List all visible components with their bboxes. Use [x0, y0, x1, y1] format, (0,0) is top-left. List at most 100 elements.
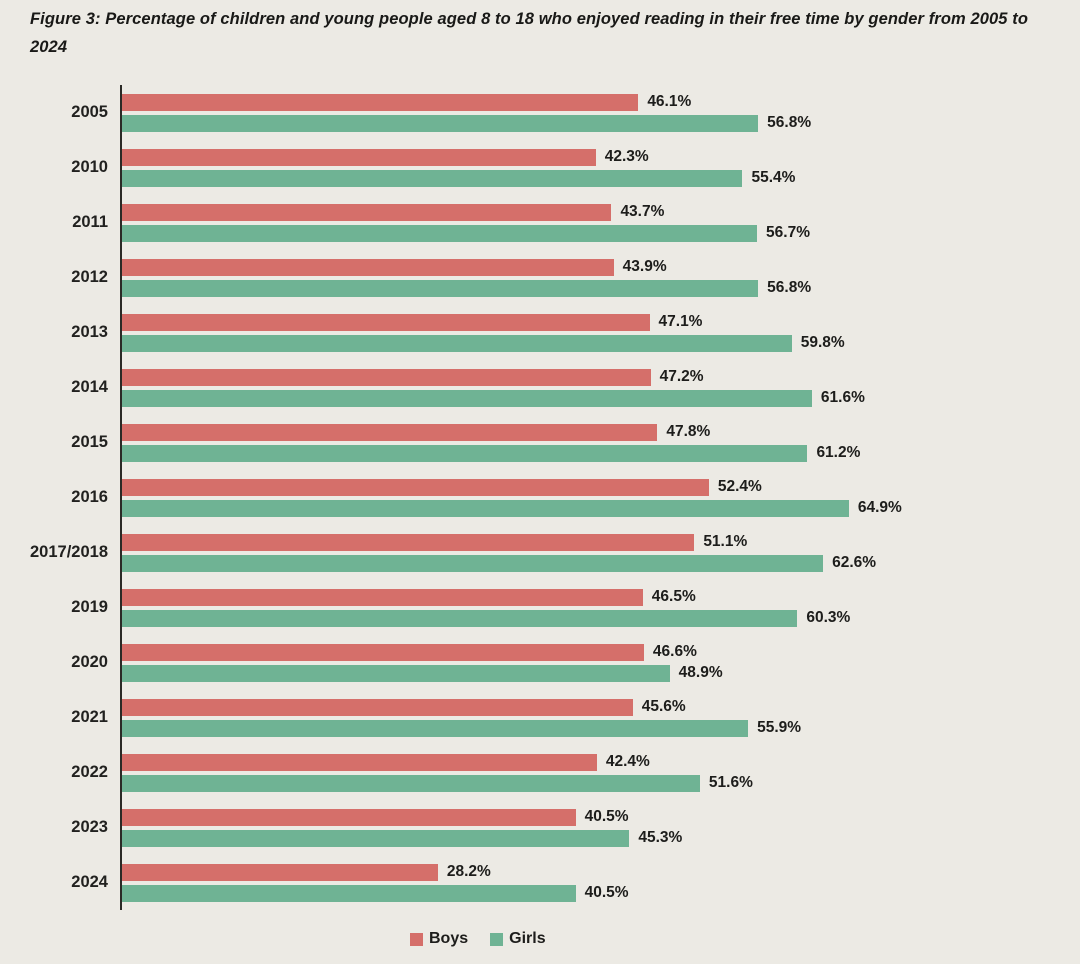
- girls-value-label: 55.9%: [757, 719, 802, 736]
- year-label: 2015: [71, 433, 108, 451]
- year-label: 2024: [71, 873, 108, 891]
- boys-bar-line: 47.2%: [122, 368, 1080, 386]
- boys-bar-line: 46.5%: [122, 588, 1080, 606]
- girls-bar-line: 51.6%: [122, 774, 1080, 792]
- year-label: 2012: [71, 268, 108, 286]
- girls-value-label: 59.8%: [800, 334, 845, 351]
- bar-chart: 2005 46.1% 56.8% 2010 42.3% 55.4% 2011 43.7% 56.…: [0, 85, 1080, 910]
- bar-row: 2024 28.2% 40.5%: [0, 855, 1080, 910]
- boys-bar: [122, 423, 658, 441]
- boys-value-label: 47.8%: [666, 423, 711, 440]
- girls-bar-line: 64.9%: [122, 499, 1080, 517]
- bar-row: 2020 46.6% 48.9%: [0, 635, 1080, 690]
- bar-pair: 43.7% 56.7%: [122, 203, 1080, 242]
- girls-value-label: 64.9%: [857, 499, 902, 516]
- legend-item-boys: Boys: [410, 930, 468, 948]
- chart-legend: Boys Girls: [410, 930, 546, 948]
- year-label: 2010: [71, 158, 108, 176]
- boys-bar-line: 46.6%: [122, 643, 1080, 661]
- bar-row: 2022 42.4% 51.6%: [0, 745, 1080, 800]
- boys-bar-line: 42.3%: [122, 148, 1080, 166]
- girls-bar: [122, 114, 759, 132]
- chart-rows: 2005 46.1% 56.8% 2010 42.3% 55.4% 2011 43.7% 56.…: [0, 85, 1080, 910]
- boys-value-label: 42.3%: [604, 148, 649, 165]
- boys-value-label: 42.4%: [605, 753, 650, 770]
- boys-bar-line: 42.4%: [122, 753, 1080, 771]
- boys-value-label: 46.5%: [651, 588, 696, 605]
- boys-bar: [122, 478, 709, 496]
- bar-pair: 40.5% 45.3%: [122, 808, 1080, 847]
- year-label: 2013: [71, 323, 108, 341]
- bar-row: 2013 47.1% 59.8%: [0, 305, 1080, 360]
- boys-bar-line: 46.1%: [122, 93, 1080, 111]
- bar-row: 2014 47.2% 61.6%: [0, 360, 1080, 415]
- girls-value-label: 40.5%: [584, 884, 629, 901]
- girls-value-label: 55.4%: [751, 169, 796, 186]
- bar-row: 2023 40.5% 45.3%: [0, 800, 1080, 855]
- figure-title: Figure 3: Percentage of children and you…: [30, 10, 1029, 56]
- legend-label-boys: Boys: [429, 930, 469, 947]
- boys-bar: [122, 643, 644, 661]
- girls-bar: [122, 554, 824, 572]
- year-label: 2014: [71, 378, 108, 396]
- boys-bar: [122, 753, 597, 771]
- boys-value-label: 28.2%: [446, 863, 491, 880]
- girls-bar-line: 55.9%: [122, 719, 1080, 737]
- boys-bar-line: 43.9%: [122, 258, 1080, 276]
- girls-bar-line: 59.8%: [122, 334, 1080, 352]
- year-label: 2011: [72, 213, 108, 231]
- boys-bar: [122, 808, 576, 826]
- girls-bar-line: 48.9%: [122, 664, 1080, 682]
- girls-value-label: 48.9%: [678, 664, 723, 681]
- boys-value-label: 40.5%: [584, 808, 629, 825]
- girls-bar: [122, 609, 798, 627]
- boys-bar-line: 52.4%: [122, 478, 1080, 496]
- bar-pair: 45.6% 55.9%: [122, 698, 1080, 737]
- boys-bar-line: 51.1%: [122, 533, 1080, 551]
- bar-pair: 46.5% 60.3%: [122, 588, 1080, 627]
- boys-bar-line: 43.7%: [122, 203, 1080, 221]
- boys-bar: [122, 533, 695, 551]
- year-label: 2016: [71, 488, 108, 506]
- girls-swatch-icon: [490, 932, 504, 946]
- boys-value-label: 46.6%: [652, 643, 697, 660]
- bar-row: 2011 43.7% 56.7%: [0, 195, 1080, 250]
- girls-bar: [122, 444, 808, 462]
- bar-pair: 46.1% 56.8%: [122, 93, 1080, 132]
- bar-row: 2015 47.8% 61.2%: [0, 415, 1080, 470]
- boys-bar: [122, 368, 651, 386]
- bar-pair: 52.4% 64.9%: [122, 478, 1080, 517]
- bar-pair: 43.9% 56.8%: [122, 258, 1080, 297]
- boys-value-label: 46.1%: [647, 93, 692, 110]
- boys-value-label: 47.1%: [658, 313, 703, 330]
- boys-value-label: 43.9%: [622, 258, 667, 275]
- boys-value-label: 47.2%: [659, 368, 704, 385]
- girls-bar: [122, 664, 670, 682]
- girls-bar: [122, 719, 749, 737]
- girls-bar-line: 55.4%: [122, 169, 1080, 187]
- boys-bar: [122, 863, 438, 881]
- bar-pair: 47.8% 61.2%: [122, 423, 1080, 462]
- girls-value-label: 61.6%: [820, 389, 865, 406]
- girls-value-label: 56.7%: [766, 224, 810, 241]
- girls-bar: [122, 279, 759, 297]
- bar-row: 2012 43.9% 56.8%: [0, 250, 1080, 305]
- bar-pair: 47.1% 59.8%: [122, 313, 1080, 352]
- girls-bar: [122, 224, 758, 242]
- girls-bar: [122, 499, 849, 517]
- girls-bar-line: 61.2%: [122, 444, 1080, 462]
- boys-bar-line: 28.2%: [122, 863, 1080, 881]
- girls-value-label: 62.6%: [832, 554, 877, 571]
- boys-bar: [122, 258, 614, 276]
- girls-bar: [122, 829, 630, 847]
- boys-bar: [122, 313, 650, 331]
- girls-bar-line: 56.8%: [122, 114, 1080, 132]
- y-axis-line: [120, 85, 122, 910]
- boys-value-label: 45.6%: [641, 698, 686, 715]
- girls-bar-line: 45.3%: [122, 829, 1080, 847]
- bar-row: 2010 42.3% 55.4%: [0, 140, 1080, 195]
- girls-bar: [122, 884, 576, 902]
- girls-bar: [122, 334, 792, 352]
- boys-bar-line: 45.6%: [122, 698, 1080, 716]
